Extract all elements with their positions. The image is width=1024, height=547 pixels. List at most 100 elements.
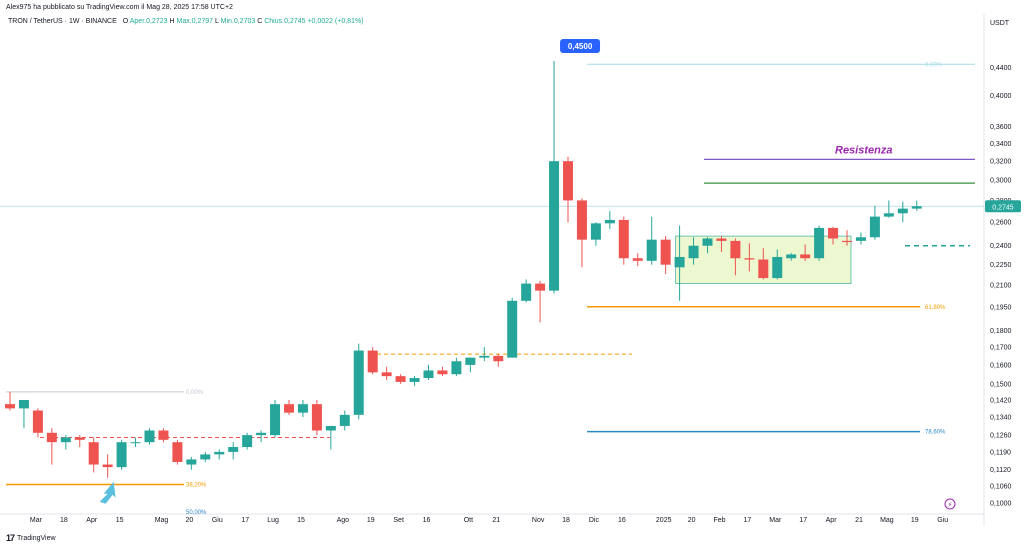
candle-body — [18, 399, 29, 409]
lightning-glyph: ⚡ — [948, 501, 953, 509]
up-arrow-icon — [99, 481, 116, 504]
x-tick-label: Set — [393, 517, 404, 524]
y-tick-label: 0,1950 — [990, 304, 1012, 311]
publish-info: Alex975 ha pubblicato su TradingView.com… — [6, 4, 233, 11]
candle-body — [632, 258, 643, 261]
candle-body — [772, 256, 783, 279]
x-tick-label: 20 — [186, 517, 194, 524]
x-tick-label: Giu — [212, 517, 223, 524]
candle-body — [297, 404, 308, 413]
tradingview-brand: 17 TradingView — [6, 533, 56, 543]
candle-body — [158, 430, 169, 440]
symbol-legend: TRON / TetherUS · 1W · BINANCE O Aper.0,… — [8, 18, 364, 25]
x-tick-label: Giu — [937, 517, 948, 524]
high-value: Max.0,2797 — [176, 18, 214, 25]
x-tick-label: Mar — [30, 517, 43, 524]
x-tick-label: Lug — [267, 517, 279, 524]
candle-body — [535, 283, 546, 291]
candle-body — [465, 357, 476, 365]
change-value: +0,0022 (+0,81%) — [307, 18, 364, 25]
candle-body — [214, 451, 225, 455]
x-tick-label: Ott — [464, 517, 473, 524]
candle-body — [479, 355, 490, 358]
x-tick-label: 19 — [367, 517, 375, 524]
candle-body — [744, 258, 755, 260]
y-tick-label: 0,4000 — [990, 93, 1012, 100]
x-tick-label: Mag — [155, 517, 169, 524]
y-tick-label: 0,1260 — [990, 433, 1012, 440]
y-tick-label: 0,1420 — [990, 397, 1012, 404]
candle-body — [130, 442, 141, 444]
y-tick-label: 0,1190 — [990, 449, 1011, 456]
x-tick-label: 20 — [688, 517, 696, 524]
high-label: H — [169, 18, 175, 25]
candle-body — [311, 404, 322, 431]
candle-body — [563, 161, 573, 201]
low-value: Min.0,2703 — [220, 18, 256, 25]
candle-body — [60, 437, 71, 443]
x-tick-label: 19 — [911, 517, 919, 524]
y-tick-label: 0,2100 — [990, 282, 1012, 289]
candle-body — [339, 414, 350, 426]
candle-body — [716, 238, 727, 241]
candle-body — [74, 437, 85, 440]
candle-body — [242, 435, 253, 448]
resistance-label: Resistenza — [835, 144, 892, 156]
y-tick-label: 0,1600 — [990, 362, 1012, 369]
candle-body — [521, 283, 532, 301]
candle-body — [911, 206, 922, 209]
candle-body — [437, 370, 448, 375]
candle-body — [660, 239, 671, 265]
last-price-label: 0,2745 — [992, 204, 1014, 211]
candle-body — [674, 256, 685, 268]
y-tick-label: 0,3200 — [990, 159, 1012, 166]
candle-body — [395, 376, 406, 382]
y-tick-label: 0,2250 — [990, 262, 1012, 269]
y-tick-label: 0,2600 — [990, 220, 1012, 227]
candle-body — [549, 161, 560, 291]
candle-body — [590, 223, 601, 240]
y-tick-label: 0,1700 — [990, 345, 1012, 352]
y-tick-label: 0,1340 — [990, 415, 1012, 422]
candle-body — [730, 240, 741, 259]
close-value: Chius.0,2745 — [264, 18, 306, 25]
candle-body — [828, 227, 839, 239]
x-tick-label: 17 — [241, 517, 249, 524]
candle-body — [353, 350, 364, 415]
candle-body — [800, 254, 811, 259]
candle-body — [367, 350, 378, 373]
y-tick-label: 0,3000 — [990, 178, 1012, 185]
candle-body — [270, 404, 281, 436]
x-tick-label: Apr — [86, 517, 98, 524]
x-tick-label: 15 — [116, 517, 124, 524]
candle-body — [646, 239, 657, 261]
peak-price-label: 0,4500 — [568, 42, 593, 51]
candle-body — [842, 240, 852, 243]
candle-body — [256, 432, 267, 436]
x-tick-label: Nov — [532, 517, 545, 524]
candle-body — [228, 447, 239, 452]
lightning-icon — [944, 498, 956, 510]
candle-body — [381, 372, 392, 377]
y-tick-label: 0,2400 — [990, 243, 1012, 250]
fib-label: 50,00% — [186, 510, 207, 516]
candle-body — [604, 219, 615, 224]
candle-body — [618, 219, 629, 259]
candle-body — [172, 442, 183, 462]
y-tick-label: 0,1000 — [990, 501, 1012, 508]
candle-body — [814, 227, 825, 259]
y-tick-label: 0,1120 — [990, 467, 1011, 474]
fib-label: 0,00% — [186, 390, 204, 396]
x-tick-label: 17 — [799, 517, 807, 524]
last-price-badge — [985, 200, 1021, 213]
y-tick-label: 0,3400 — [990, 141, 1012, 148]
candle-body — [5, 404, 15, 409]
fib-label: 38,20% — [186, 483, 207, 489]
candle-body — [493, 355, 504, 362]
brand-name: TradingView — [17, 534, 56, 542]
x-tick-label: Ago — [337, 517, 350, 524]
x-tick-label: 16 — [423, 517, 431, 524]
x-tick-label: 15 — [297, 517, 305, 524]
candle-body — [897, 208, 908, 214]
